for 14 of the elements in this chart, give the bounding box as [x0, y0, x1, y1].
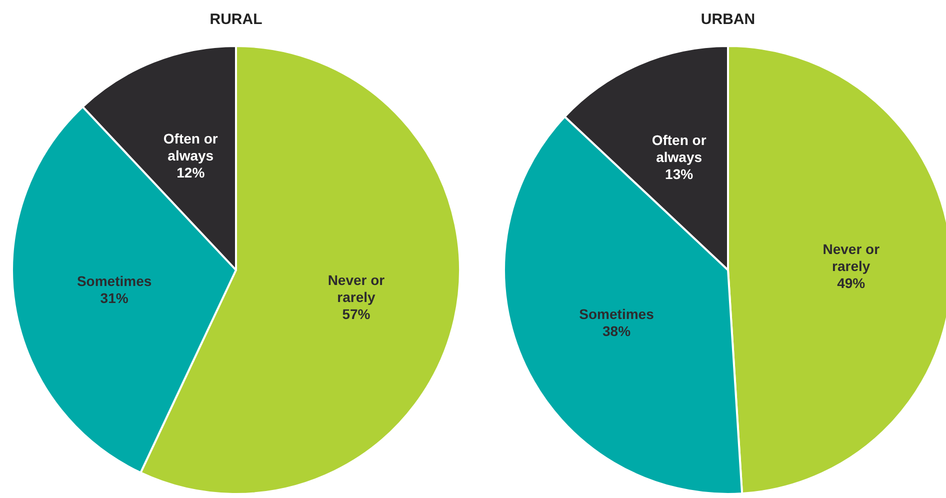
data-label: 31% [100, 290, 129, 306]
data-label: 57% [342, 306, 371, 322]
data-label: 49% [837, 275, 866, 292]
data-label: 13% [665, 166, 694, 182]
data-label: 12% [176, 164, 206, 180]
data-label: 38% [602, 322, 632, 339]
slice-label: Sometimes [76, 272, 152, 289]
slice-label: Often or always [163, 130, 218, 164]
chart-title: URBAN [700, 11, 756, 28]
slice-label: Never or rarely [328, 272, 386, 305]
chart-title: RURAL [210, 11, 262, 28]
slice-label: Often or always [652, 132, 707, 165]
slice-label: Sometimes [579, 306, 654, 322]
slice-label: Never or rarely [822, 241, 880, 274]
